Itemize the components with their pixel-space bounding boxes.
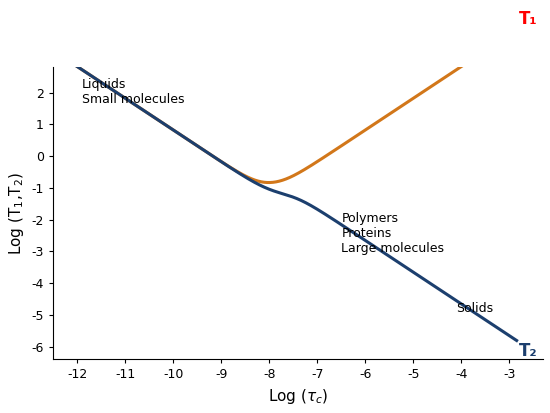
X-axis label: Log ($\tau_c$): Log ($\tau_c$) [268, 387, 328, 406]
Text: Liquids
Small molecules: Liquids Small molecules [82, 78, 184, 106]
Text: Polymers
Proteins
Large molecules: Polymers Proteins Large molecules [342, 212, 444, 255]
Text: Solids: Solids [456, 302, 494, 315]
Text: T₂: T₂ [519, 342, 538, 360]
Y-axis label: Log (T$_1$,T$_2$): Log (T$_1$,T$_2$) [7, 172, 26, 255]
Text: T₁: T₁ [519, 10, 538, 28]
